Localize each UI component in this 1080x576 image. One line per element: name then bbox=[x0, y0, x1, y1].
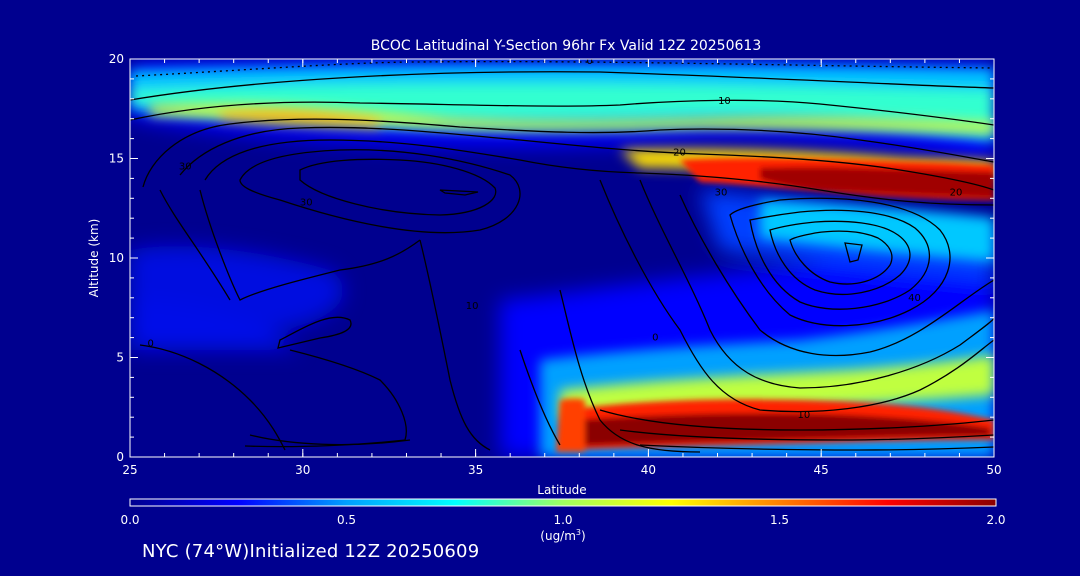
x-tick-label: 40 bbox=[641, 463, 656, 477]
contour-label: 0 bbox=[586, 56, 592, 67]
x-axis: 25 30 35 40 45 50 bbox=[122, 59, 1002, 477]
y-tick-label: 0 bbox=[116, 450, 124, 464]
y-axis: 0 5 10 15 20 bbox=[109, 52, 994, 464]
contour-label: 20 bbox=[950, 187, 963, 198]
colorbar-tick-label: 2.0 bbox=[986, 513, 1005, 527]
contour-lines bbox=[130, 60, 994, 453]
x-tick-label: 30 bbox=[295, 463, 310, 477]
contour-label: 10 bbox=[718, 96, 731, 107]
contour-label: 30 bbox=[179, 161, 192, 172]
contour-label: 30 bbox=[715, 187, 728, 198]
y-axis-label: Altitude (km) bbox=[87, 219, 101, 298]
contour-label: 10 bbox=[466, 301, 479, 312]
colorbar-tick-label: 0.0 bbox=[120, 513, 139, 527]
x-tick-label: 45 bbox=[814, 463, 829, 477]
chart-title: BCOC Latitudinal Y-Section 96hr Fx Valid… bbox=[371, 38, 761, 54]
y-tick-label: 15 bbox=[109, 152, 124, 166]
colorbar: 0.0 0.5 1.0 1.5 2.0 (ug/m3) bbox=[120, 498, 1006, 543]
colorbar-units-text: (ug/m bbox=[540, 529, 576, 543]
y-tick-label: 5 bbox=[116, 351, 124, 365]
colorbar-strip bbox=[129, 498, 997, 507]
colorbar-units: (ug/m3) bbox=[540, 528, 585, 543]
colorbar-tick-labels: 0.0 0.5 1.0 1.5 2.0 bbox=[120, 513, 1005, 527]
x-axis-label: Latitude bbox=[537, 483, 586, 497]
contour-label: 0 bbox=[652, 333, 658, 344]
x-tick-label: 35 bbox=[468, 463, 483, 477]
colorbar-tick-label: 1.5 bbox=[770, 513, 789, 527]
contour-label: 40 bbox=[908, 293, 921, 304]
y-tick-label: 10 bbox=[109, 251, 124, 265]
contour-label: 20 bbox=[673, 148, 686, 159]
x-tick-label: 50 bbox=[986, 463, 1001, 477]
colorbar-units-superscript: 3 bbox=[576, 528, 581, 537]
init-info-footer: NYC (74°W)Initialized 12Z 20250609 bbox=[142, 541, 480, 562]
concentration-field: 0 10 20 30 30 30 20 40 10 0 0 10 bbox=[130, 56, 994, 457]
contour-label: 10 bbox=[798, 410, 811, 421]
colorbar-units-close: ) bbox=[581, 529, 586, 543]
x-tick-label: 25 bbox=[122, 463, 137, 477]
y-tick-label: 20 bbox=[109, 52, 124, 66]
contour-label: 0 bbox=[148, 339, 154, 350]
contour-label-group: 0 10 20 30 30 30 20 40 10 0 0 10 bbox=[148, 56, 963, 421]
colorbar-tick-label: 1.0 bbox=[553, 513, 572, 527]
contour-label: 30 bbox=[300, 197, 313, 208]
colorbar-tick-label: 0.5 bbox=[337, 513, 356, 527]
